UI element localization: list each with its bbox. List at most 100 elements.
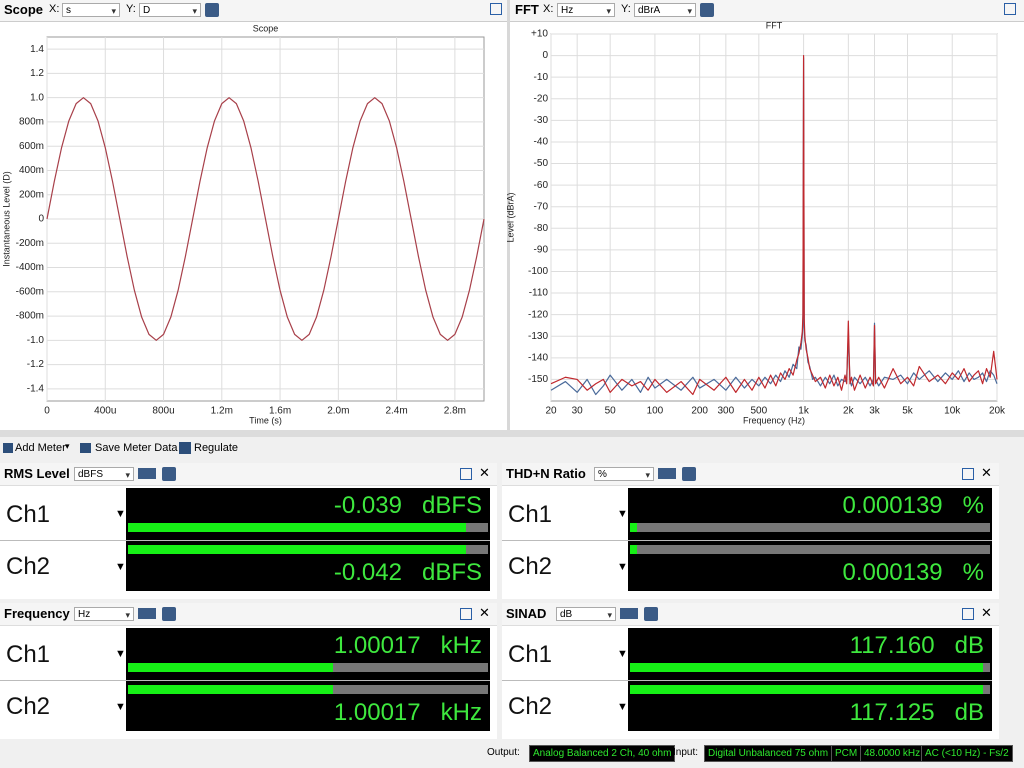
readout: 0.000139 % xyxy=(843,559,984,587)
level-bar xyxy=(630,545,638,554)
channel-dropdown[interactable]: ▼ xyxy=(617,648,628,660)
readout: -0.039 dBFS xyxy=(334,492,482,520)
add-icon xyxy=(3,443,13,453)
close-button[interactable]: ✕ xyxy=(479,465,490,480)
popout-button[interactable] xyxy=(1004,3,1016,15)
x-tick-label: 200 xyxy=(691,406,708,417)
readout-value: 117.125 xyxy=(849,699,935,726)
channel-dropdown[interactable]: ▼ xyxy=(617,508,628,520)
meter-panel: SINAD dB ✕ Ch1 ▼ 117.160 dB Ch2 ▼ 117.125 dB xyxy=(502,603,999,739)
x-tick-label: 2.0m xyxy=(327,406,349,417)
settings-button[interactable] xyxy=(700,3,714,17)
y-tick-label: +10 xyxy=(531,29,548,40)
level-bar xyxy=(128,523,467,532)
level-bar xyxy=(630,663,983,672)
y-tick-label: -100 xyxy=(528,266,548,277)
unit-select[interactable]: Hz xyxy=(74,607,134,622)
meter-readout: -0.039 dBFS xyxy=(126,492,490,522)
close-button[interactable]: ✕ xyxy=(981,465,992,480)
y-tick-label: -40 xyxy=(534,137,549,148)
popout-button[interactable] xyxy=(962,608,974,620)
channel-label: Ch1 xyxy=(508,501,553,528)
channel-dropdown[interactable]: ▼ xyxy=(115,561,126,573)
meter-title: Frequency xyxy=(4,606,70,621)
unit-select[interactable]: dBFS xyxy=(74,467,134,482)
readout-value: 0.000139 xyxy=(842,559,943,586)
level-bar xyxy=(630,523,638,532)
x-tick-label: 20k xyxy=(989,406,1006,417)
settings-button[interactable] xyxy=(205,3,219,17)
meter-panel: RMS Level dBFS ✕ Ch1 ▼ -0.039 dBFS Ch2 ▼ -0.042 … xyxy=(0,463,497,599)
x-unit-select[interactable]: Hz xyxy=(557,3,615,18)
readout-unit: kHz xyxy=(440,632,482,659)
y-unit-select[interactable]: dBrA xyxy=(634,3,696,18)
readout-value: 1.00017 xyxy=(333,699,421,726)
y-tick-label: -150 xyxy=(528,374,548,385)
format-status[interactable]: PCM xyxy=(831,745,862,762)
data-line xyxy=(550,54,998,396)
settings-button[interactable] xyxy=(682,467,696,481)
readout-unit: % xyxy=(962,559,984,586)
settings-button[interactable] xyxy=(162,607,176,621)
y-tick-label: 400m xyxy=(19,165,44,176)
dropdown-arrow[interactable]: ▾ xyxy=(65,441,70,451)
channel-label: Ch2 xyxy=(6,553,51,580)
meter-header: Frequency Hz ✕ xyxy=(0,603,497,626)
x-tick-label: 30 xyxy=(572,406,584,417)
channel-dropdown[interactable]: ▼ xyxy=(617,561,628,573)
unit-select[interactable]: % xyxy=(594,467,654,482)
view-select[interactable] xyxy=(138,608,156,619)
y-tick-label: -800m xyxy=(16,311,44,322)
view-select[interactable] xyxy=(138,468,156,479)
popout-button[interactable] xyxy=(490,3,502,15)
add-meter-button[interactable]: Add Meter xyxy=(15,442,66,454)
close-button[interactable]: ✕ xyxy=(981,605,992,620)
x-tick-label: 50 xyxy=(605,406,617,417)
x-tick-label: 5k xyxy=(902,406,914,417)
y-tick-label: -60 xyxy=(534,180,549,191)
channel-dropdown[interactable]: ▼ xyxy=(115,701,126,713)
channel-label: Ch1 xyxy=(6,501,51,528)
channel-dropdown[interactable]: ▼ xyxy=(115,508,126,520)
view-select[interactable] xyxy=(658,468,676,479)
close-button[interactable]: ✕ xyxy=(479,605,490,620)
x-tick-label: 300 xyxy=(718,406,735,417)
meter-panel: Frequency Hz ✕ Ch1 ▼ 1.00017 kHz Ch2 ▼ 1.00017 k… xyxy=(0,603,497,739)
unit-select[interactable]: dB xyxy=(556,607,616,622)
fft-header: FFT X: Hz Y: dBrA xyxy=(510,0,1024,22)
meter-readout: 1.00017 kHz xyxy=(126,632,490,662)
readout: 117.125 dB xyxy=(850,699,984,727)
regulate-icon xyxy=(179,442,191,454)
save-meter-data-button[interactable]: Save Meter Data xyxy=(95,442,178,454)
x-unit-select[interactable]: s xyxy=(62,3,120,18)
input-status[interactable]: Digital Unbalanced 75 ohm xyxy=(704,745,833,762)
display xyxy=(628,488,992,591)
level-bar xyxy=(128,685,334,694)
popout-button[interactable] xyxy=(962,468,974,480)
channel-dropdown[interactable]: ▼ xyxy=(617,701,628,713)
channel-dropdown[interactable]: ▼ xyxy=(115,648,126,660)
level-bar xyxy=(128,545,467,554)
y-tick-label: -120 xyxy=(528,309,548,320)
settings-button[interactable] xyxy=(644,607,658,621)
sample-rate-status[interactable]: 48.0000 kHz xyxy=(860,745,925,762)
output-status[interactable]: Analog Balanced 2 Ch, 40 ohm xyxy=(529,745,676,762)
filter-status[interactable]: AC (<10 Hz) - Fs/2 xyxy=(921,745,1013,762)
regulate-button[interactable]: Regulate xyxy=(194,442,239,454)
y-tick-label: -90 xyxy=(534,245,549,256)
channel-label: Ch2 xyxy=(6,693,51,720)
popout-button[interactable] xyxy=(460,608,472,620)
y-unit-select[interactable]: D xyxy=(139,3,201,18)
chart-area: 1.41.21.0800m600m400m200m0-200m-400m-600… xyxy=(0,0,1024,430)
meter-header: SINAD dB ✕ xyxy=(502,603,999,626)
x-tick-label: 800u xyxy=(152,406,174,417)
meter-header: THD+N Ratio% ✕ xyxy=(502,463,999,486)
popout-button[interactable] xyxy=(460,468,472,480)
readout-unit: dB xyxy=(954,699,984,726)
x-tick-label: 10k xyxy=(944,406,961,417)
settings-button[interactable] xyxy=(162,467,176,481)
y-tick-label: -30 xyxy=(534,115,549,126)
channel-label: Ch1 xyxy=(6,641,51,668)
view-select[interactable] xyxy=(620,608,638,619)
x-tick-label: 3k xyxy=(869,406,881,417)
